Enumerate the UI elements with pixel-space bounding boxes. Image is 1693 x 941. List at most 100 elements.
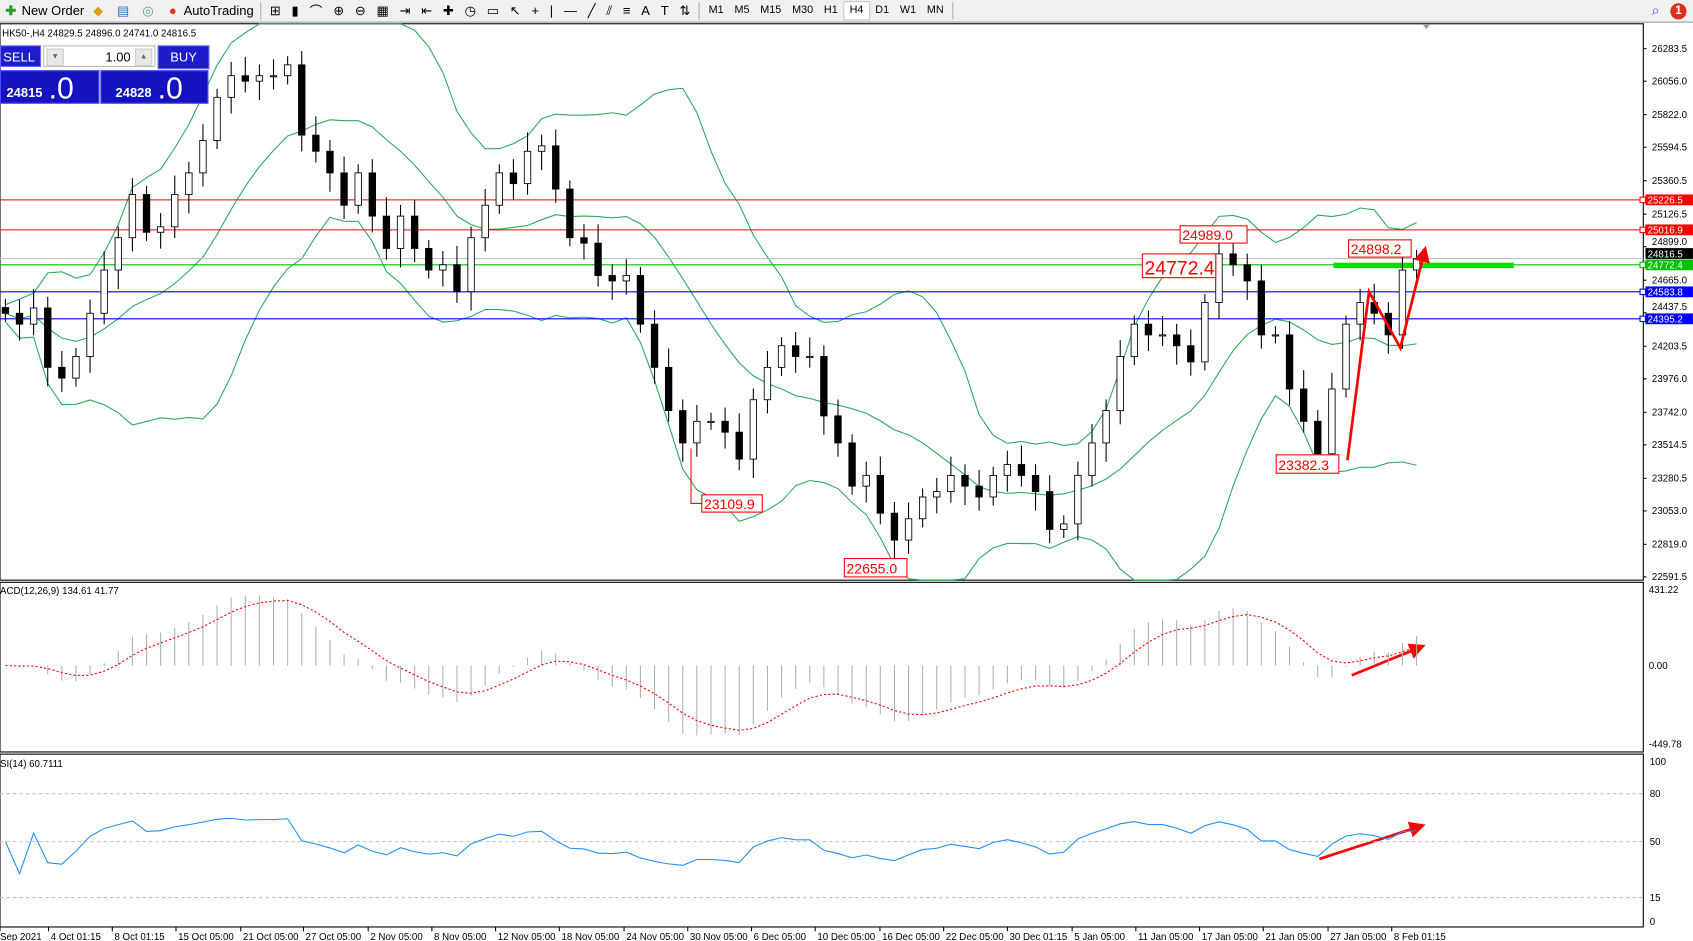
volume-up-icon[interactable]: ▲	[134, 48, 153, 66]
zoom-in-icon[interactable]: ⊕	[333, 3, 345, 19]
candle	[58, 366, 66, 379]
level-price-label: 24772.4	[1648, 261, 1684, 272]
buy-button[interactable]: BUY	[157, 45, 210, 70]
equidistant-channel-icon[interactable]: ⫽	[606, 2, 613, 18]
candle	[1158, 334, 1167, 337]
timeframe-mn[interactable]: MN	[926, 4, 944, 17]
candle	[213, 96, 221, 141]
timeframe-w1[interactable]: W1	[899, 4, 917, 17]
timeframe-m5[interactable]: M5	[734, 4, 750, 17]
rsi-tick-label: 0	[1650, 917, 1656, 928]
price-tick-label: 22591.5	[1652, 572, 1687, 583]
candle	[199, 140, 207, 174]
sell-price[interactable]: 24815 .0	[0, 70, 100, 105]
candle	[156, 226, 165, 233]
timeframe-m1[interactable]: M1	[708, 4, 724, 17]
time-axis-label: 18 Nov 05:00	[561, 932, 619, 941]
time-axis-label: 17 Jan 05:00	[1202, 932, 1259, 941]
level-handle	[1639, 226, 1647, 234]
price-tick-label: 23280.5	[1652, 474, 1687, 485]
strategy-tester-button[interactable]: ▤	[112, 1, 137, 20]
candle	[580, 237, 588, 244]
line-chart-icon[interactable]: ⌒	[309, 3, 323, 19]
fibonacci-icon[interactable]: ≡	[622, 3, 631, 19]
crosshair-icon[interactable]: +	[531, 3, 539, 19]
volume-field[interactable]: ▼ 1.00 ▲	[43, 45, 156, 67]
new-order-button[interactable]: ✚ New Order	[0, 1, 87, 20]
macd-panel-frame	[0, 581, 1644, 753]
candle	[439, 264, 447, 271]
timeframe-h1[interactable]: H1	[823, 4, 838, 17]
candle	[1229, 253, 1237, 266]
candle	[1074, 474, 1082, 525]
bar-chart-icon[interactable]: ⊞	[269, 3, 281, 19]
toolbar-separator	[260, 2, 262, 20]
timeframe-h4[interactable]: H4	[843, 1, 870, 21]
price-annotation-label: 23382.3	[1278, 457, 1329, 473]
candle	[227, 75, 235, 98]
time-axis-label: 8 Nov 05:00	[434, 932, 487, 941]
indicators-icon[interactable]: ✚	[442, 3, 454, 19]
level-handle	[1639, 261, 1647, 269]
sell-button[interactable]: SELL	[0, 45, 42, 67]
candle	[834, 415, 842, 444]
chart-shift-marker	[1423, 24, 1430, 30]
buy-price[interactable]: 24828 .0	[100, 70, 209, 105]
trendline-icon[interactable]: ╱	[587, 3, 596, 19]
timeframe-m30[interactable]: M30	[792, 4, 814, 17]
candle	[975, 485, 983, 498]
price-chart[interactable]: 25226.5 25016.9 24772.4 24583.8 24395.2 24816…	[0, 23, 1693, 941]
candle	[1187, 345, 1195, 363]
new-order-icon: ✚	[5, 3, 17, 19]
signals-button[interactable]: ◎	[137, 1, 162, 20]
price-trend-arrow	[1346, 245, 1430, 461]
candle	[410, 215, 419, 249]
candle	[368, 172, 376, 217]
candle	[1060, 523, 1068, 530]
candle	[495, 172, 503, 206]
candle	[326, 150, 334, 174]
rsi-tick-label: 15	[1650, 893, 1661, 904]
candle	[425, 248, 433, 271]
candle	[1243, 264, 1251, 282]
candle	[735, 431, 743, 460]
candle	[1003, 464, 1011, 476]
templates-icon[interactable]: ▭	[486, 3, 499, 19]
price-tick-label: 23976.0	[1652, 374, 1688, 385]
notification-badge[interactable]: 1	[1670, 2, 1687, 19]
candle	[933, 491, 941, 498]
time-axis-label: 22 Dec 05:00	[946, 932, 1004, 941]
timeframe-d1[interactable]: D1	[875, 4, 890, 17]
level-handle	[1639, 288, 1647, 296]
timeframe-m15[interactable]: M15	[760, 4, 782, 17]
time-axis-label: 16 Dec 05:00	[882, 932, 940, 941]
price-annotation-box	[1179, 225, 1248, 244]
autotrading-button[interactable]: ● AutoTrading	[162, 1, 257, 20]
search-icon[interactable]: ⌕	[1651, 2, 1660, 19]
arrows-icon[interactable]: ⇅	[679, 3, 691, 19]
strategy-tester-icon: ▤	[116, 3, 130, 19]
tile-windows-icon[interactable]: ▦	[376, 3, 389, 19]
candle	[707, 420, 715, 423]
candle	[664, 366, 673, 412]
cursor-icon[interactable]: ↖	[509, 3, 521, 19]
metaeditor-button[interactable]: ◆	[87, 1, 112, 20]
chart-shift-icon[interactable]: ⇥	[399, 3, 411, 19]
periods-icon[interactable]: ◷	[464, 3, 476, 19]
candle	[1088, 442, 1096, 476]
sell-price-fraction: .0	[48, 71, 74, 105]
price-tick-label: 25360.5	[1652, 176, 1687, 187]
candle	[86, 312, 94, 357]
time-axis-label: 12 Nov 05:00	[498, 932, 556, 941]
text-label-icon[interactable]: T	[660, 3, 669, 19]
volume-down-icon[interactable]: ▼	[46, 48, 64, 66]
text-icon[interactable]: A	[641, 3, 650, 19]
horizontal-line-icon[interactable]: —	[563, 3, 577, 19]
level-price-label: 24395.2	[1648, 315, 1683, 326]
autoscroll-icon[interactable]: ⇤	[421, 3, 433, 19]
candle	[467, 237, 475, 293]
candlestick-icon[interactable]: ▮	[291, 3, 299, 19]
zoom-out-icon[interactable]: ⊖	[354, 3, 366, 19]
vertical-line-icon[interactable]: |	[549, 3, 554, 19]
candle	[1102, 410, 1110, 444]
